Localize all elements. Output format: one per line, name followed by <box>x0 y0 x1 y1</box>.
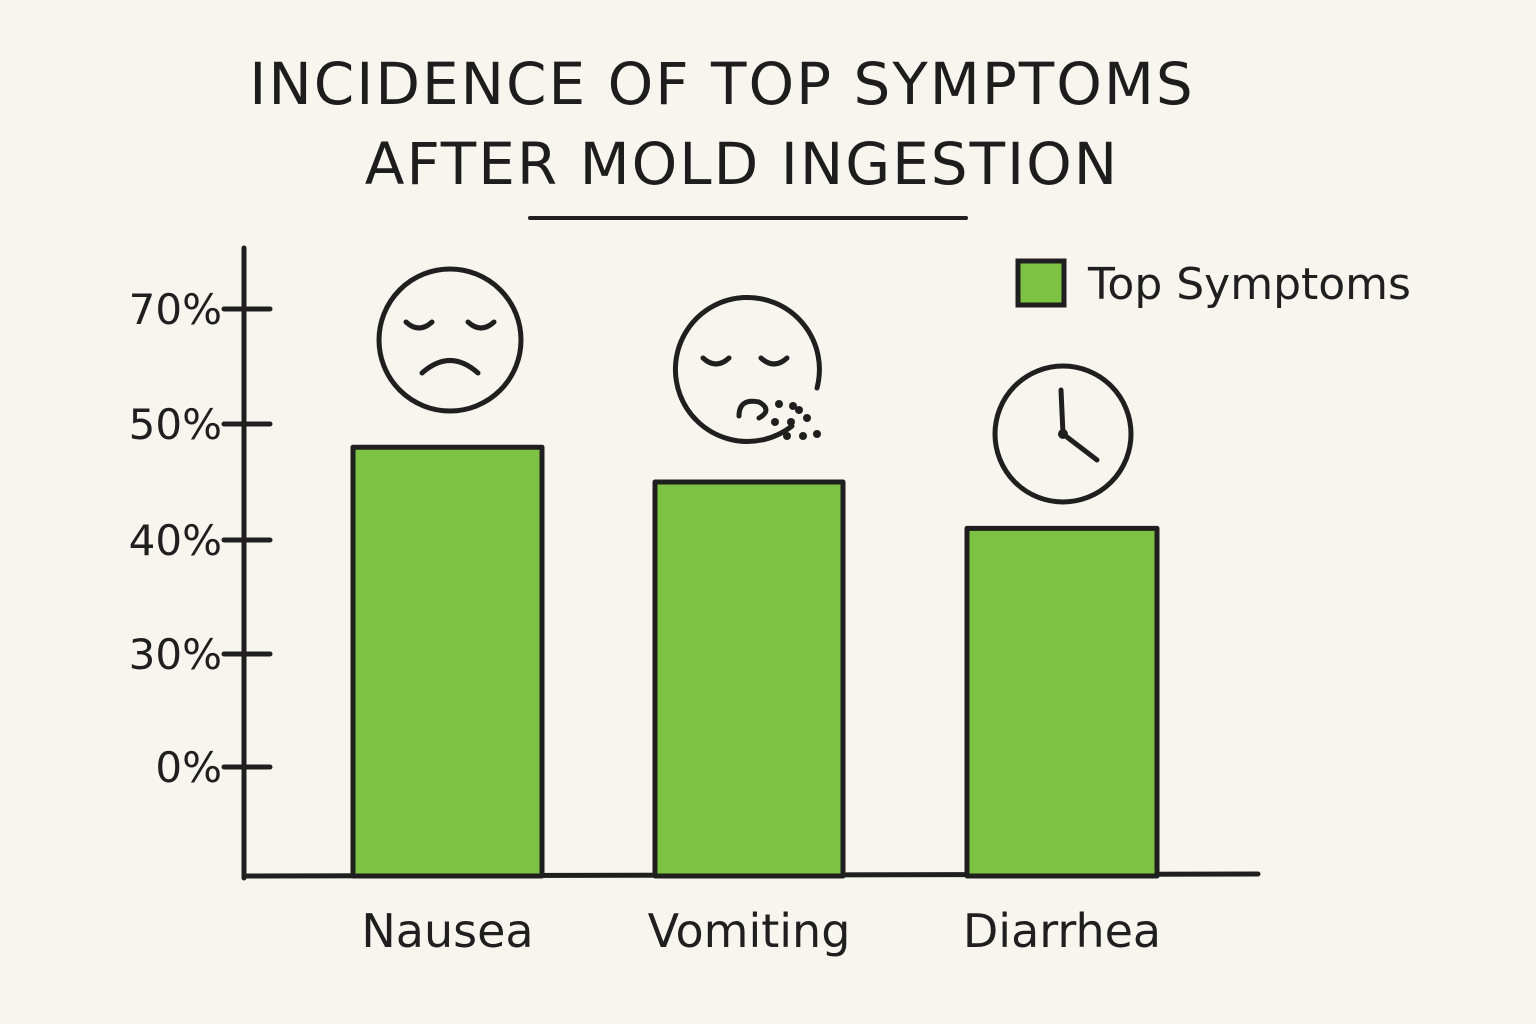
bar-nausea <box>350 444 545 879</box>
vomiting-face-icon <box>672 294 822 444</box>
x-tick-label-diarrhea: Diarrhea <box>963 904 1161 958</box>
chart-title-line-1: INCIDENCE OF TOP SYMPTOMS <box>249 50 1195 118</box>
y-tick-label: 40% <box>129 516 222 565</box>
legend-swatch <box>1015 258 1067 308</box>
bar-vomiting <box>652 479 846 879</box>
x-tick-label-vomiting: Vomiting <box>648 904 851 958</box>
y-tick-label: 30% <box>129 630 222 679</box>
y-tick-label: 70% <box>129 285 222 334</box>
legend-label: Top Symptoms <box>1087 259 1411 310</box>
y-tick-label: 50% <box>129 400 222 449</box>
sad-face-icon <box>376 266 524 414</box>
chart-title-line-2: AFTER MOLD INGESTION <box>364 130 1120 198</box>
bar-diarrhea <box>964 525 1160 879</box>
x-tick-label-nausea: Nausea <box>361 904 533 958</box>
clock-icon <box>992 363 1134 505</box>
y-tick-label: 0% <box>155 743 222 792</box>
